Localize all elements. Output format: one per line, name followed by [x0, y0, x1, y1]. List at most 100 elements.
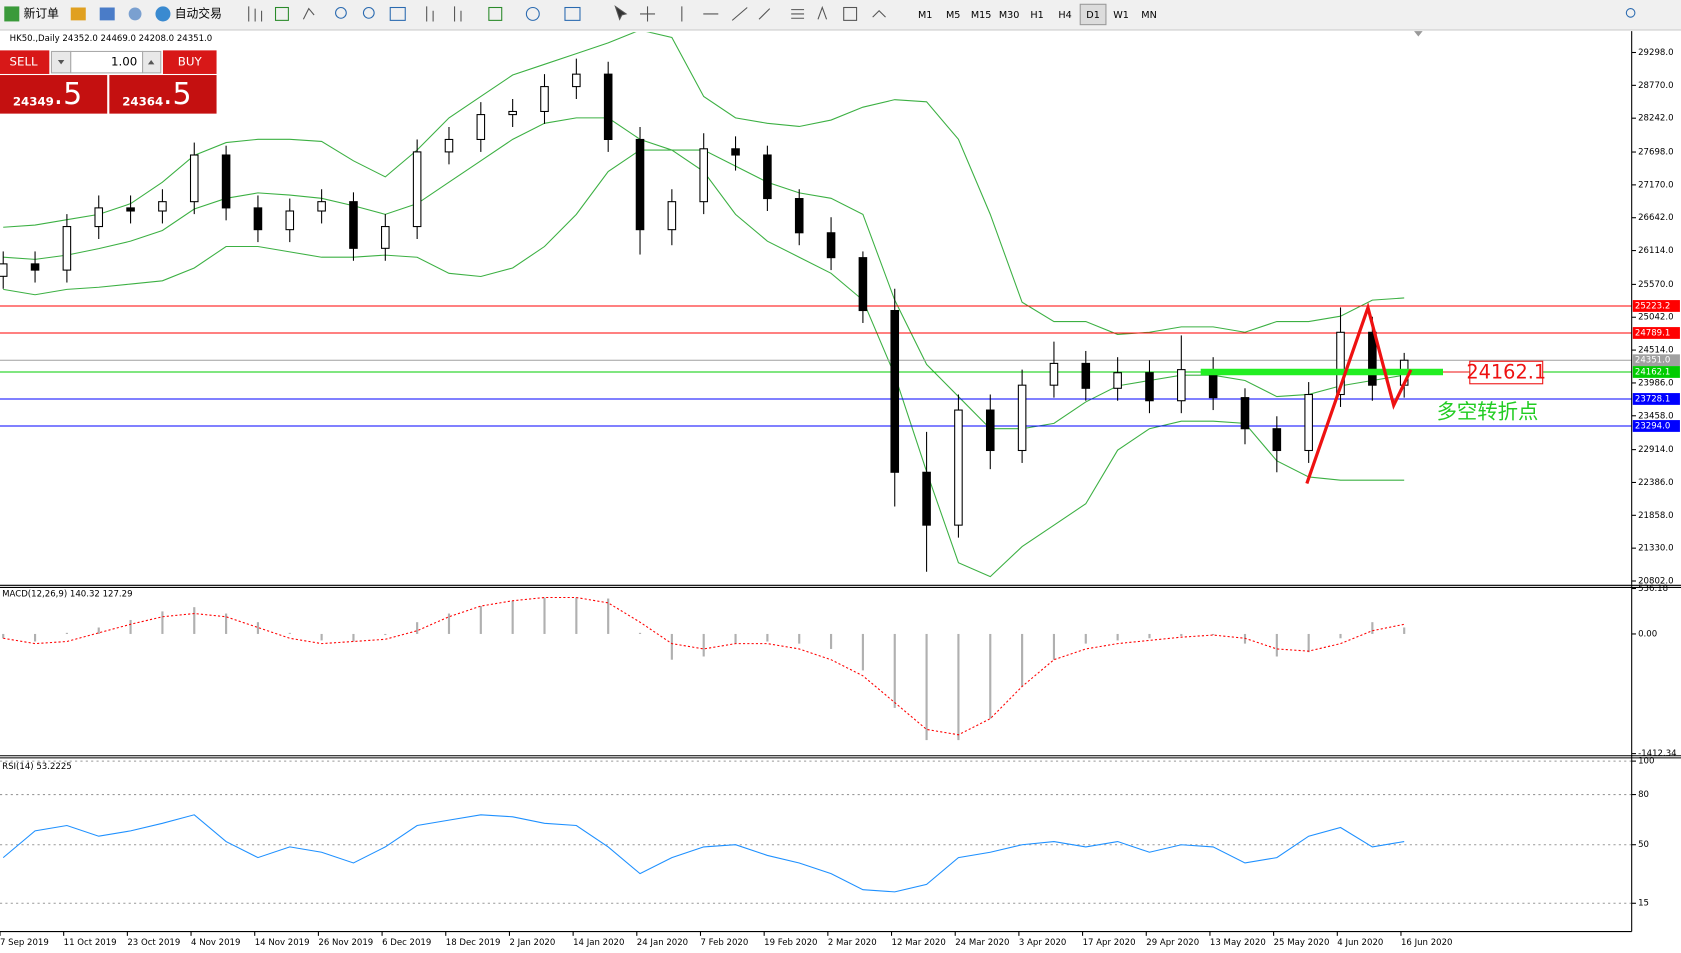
y-tick-label: 27698.0: [1638, 148, 1673, 158]
icon[interactable]: [640, 6, 656, 22]
macd-bar: [798, 633, 801, 644]
x-tick-label: 11 Oct 2019: [64, 938, 117, 948]
icon[interactable]: [426, 6, 434, 22]
timeframe-button[interactable]: M5: [946, 10, 960, 21]
timeframe-button[interactable]: W1: [1113, 10, 1129, 21]
candle-body: [954, 409, 963, 526]
candle-body: [253, 207, 263, 231]
candle-body: [94, 207, 104, 228]
candle-body: [922, 471, 931, 526]
y-tick-label: 28242.0: [1638, 114, 1673, 124]
candle-body: [1049, 362, 1059, 386]
macd-bar: [97, 627, 100, 634]
icon[interactable]: [128, 7, 142, 21]
level-label: 25223.2: [1635, 301, 1670, 311]
level-label-bg: [1632, 366, 1680, 378]
pivot-label: 多空转折点: [1437, 400, 1539, 424]
timeframe-button[interactable]: M30: [999, 10, 1020, 21]
candle-body: [0, 263, 8, 277]
icon[interactable]: [389, 6, 406, 21]
macd-bar: [893, 633, 896, 708]
ask-price: 24364: [122, 94, 163, 108]
buy-button[interactable]: BUY: [162, 50, 217, 74]
drawn-path: [1305, 302, 1413, 484]
icon[interactable]: [335, 6, 347, 19]
y-tick-label: 28770.0: [1638, 81, 1673, 91]
candle-body: [603, 73, 613, 141]
level-label-bg: [1632, 393, 1680, 405]
icon[interactable]: [99, 7, 115, 21]
candle-body: [62, 226, 72, 271]
x-tick-label: 4 Nov 2019: [191, 938, 240, 948]
icon[interactable]: [843, 6, 858, 21]
macd-bar: [129, 619, 132, 634]
timeframe-button[interactable]: H1: [1030, 10, 1043, 21]
icon: [57, 60, 65, 65]
y-tick-label: 27170.0: [1638, 180, 1673, 190]
timeframe-button[interactable]: M15: [971, 10, 992, 21]
candle-body: [381, 226, 390, 249]
icon[interactable]: [70, 7, 86, 21]
bid-box[interactable]: 24349 .5: [0, 75, 108, 114]
x-tick-label: 3 Apr 2020: [1019, 938, 1067, 948]
icon[interactable]: [1625, 8, 1636, 18]
level-label-bg: [1632, 300, 1680, 312]
y-tick-label: 25042.0: [1638, 313, 1673, 323]
toolbar: [0, 0, 1681, 31]
icon[interactable]: [817, 5, 828, 20]
macd-bar: [861, 633, 864, 671]
x-tick-label: 4 Jun 2020: [1337, 938, 1383, 948]
y-tick-label: -1412.34: [1638, 749, 1677, 759]
candle-body: [635, 138, 645, 231]
bollinger-band: [3, 32, 1405, 335]
icon[interactable]: [564, 6, 581, 21]
icon: [147, 60, 155, 65]
sell-button[interactable]: SELL: [0, 50, 50, 74]
ask-fraction: .5: [163, 77, 192, 112]
icon[interactable]: [614, 5, 628, 21]
icon[interactable]: [488, 6, 503, 21]
icon[interactable]: [274, 6, 289, 21]
candle-body: [699, 148, 708, 203]
candle-body: [1081, 362, 1091, 389]
chart-area: [0, 31, 1681, 953]
timeframe-button[interactable]: M1: [918, 10, 932, 21]
level-label-bg: [1632, 354, 1680, 367]
icon[interactable]: [362, 6, 375, 19]
ask-box[interactable]: 24364 .5: [109, 75, 217, 114]
icon[interactable]: [791, 9, 805, 19]
timeframe-button[interactable]: H4: [1058, 10, 1071, 21]
icon[interactable]: [248, 6, 263, 22]
icon[interactable]: [525, 6, 540, 21]
sell-label: SELL: [10, 55, 38, 69]
macd-bar: [33, 633, 37, 642]
icon[interactable]: [302, 7, 315, 20]
y-tick-label: 29298.0: [1638, 48, 1673, 58]
x-tick-label: 2 Mar 2020: [828, 938, 877, 948]
timeframe-button[interactable]: D1: [1086, 10, 1100, 21]
timeframe-button[interactable]: MN: [1141, 10, 1157, 21]
icon[interactable]: [872, 9, 886, 18]
auto-trading-button[interactable]: 自动交易: [155, 6, 222, 22]
macd-bar: [511, 600, 514, 634]
candle-body: [667, 201, 677, 231]
macd-bar: [416, 622, 419, 634]
macd-bar: [1371, 622, 1374, 634]
y-tick-label: 23986.0: [1638, 378, 1673, 388]
new-order-label: 新订单: [24, 6, 60, 20]
macd-bar: [447, 613, 451, 634]
level-label-bg: [1632, 327, 1680, 339]
candle-body: [763, 154, 772, 200]
macd-bar: [1052, 633, 1056, 660]
icon[interactable]: [454, 6, 462, 22]
y-tick-label: 26114.0: [1638, 246, 1673, 256]
macd-bar: [1403, 627, 1406, 634]
new-order-button[interactable]: 新订单: [4, 6, 60, 22]
icon[interactable]: [681, 6, 771, 22]
y-tick-label: 21330.0: [1638, 544, 1673, 554]
rsi-line: [2, 814, 1405, 893]
macd-bar: [1116, 633, 1119, 641]
y-tick-label: 21858.0: [1638, 511, 1673, 521]
candle-body: [826, 232, 836, 259]
